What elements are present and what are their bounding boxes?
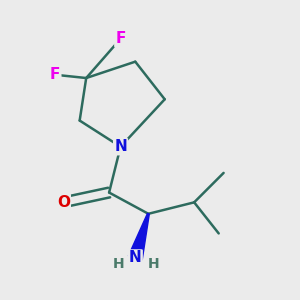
Text: N: N bbox=[129, 250, 142, 266]
Polygon shape bbox=[128, 214, 149, 260]
Text: O: O bbox=[57, 195, 70, 210]
Text: N: N bbox=[114, 139, 127, 154]
Text: F: F bbox=[116, 31, 126, 46]
Text: H: H bbox=[113, 257, 125, 271]
Text: F: F bbox=[50, 67, 60, 82]
Text: H: H bbox=[148, 257, 159, 271]
